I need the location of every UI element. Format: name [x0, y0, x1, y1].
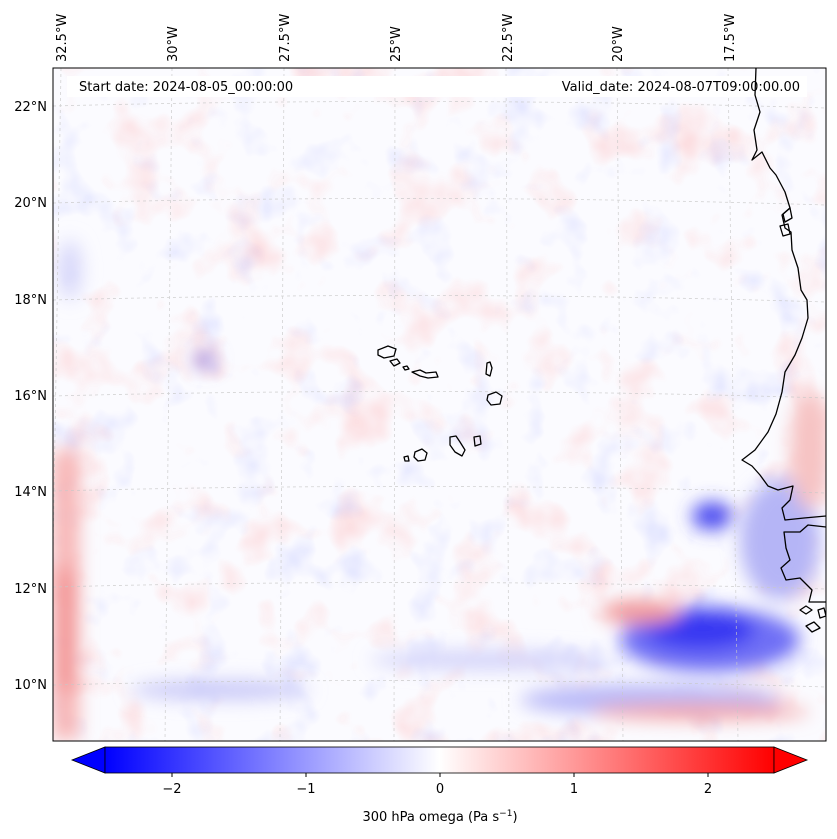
bijagos-islands-2 [805, 621, 821, 633]
cbar-tick-label-minus1: −1 [296, 782, 315, 797]
parallel-20n [53, 198, 826, 206]
lon-label-17-5w: 17.5°W [723, 14, 738, 62]
island-sal [485, 361, 493, 377]
parallel-14n [53, 486, 826, 494]
colorbar-title-prefix: 300 hPa omega (Pa s [362, 810, 499, 825]
island-santa-luzia [402, 365, 410, 371]
colorbar-extend-low [70, 746, 106, 774]
island-boa-vista [486, 391, 503, 406]
colorbar-gradient [104, 746, 775, 774]
colorbar-extend-high [773, 746, 809, 774]
meridian-17-5w [727, 68, 739, 741]
lat-label-22n: 22°N [14, 100, 47, 115]
island-sao-vicente [389, 358, 401, 367]
lat-label-14n: 14°N [14, 485, 47, 500]
island-santo-antao [377, 345, 397, 359]
omega-field [53, 68, 826, 741]
date-banner [67, 76, 807, 97]
island-maio [473, 435, 482, 447]
colorbar-title-suffix: ) [512, 810, 517, 825]
africa-coastline [741, 68, 826, 603]
lon-label-22-5w: 22.5°W [501, 14, 516, 62]
lon-label-32-5w: 32.5°W [55, 14, 70, 62]
colorbar: −2 −1 0 1 2 300 hPa omega (Pa s−1) [70, 746, 809, 825]
lat-label-16n: 16°N [14, 389, 47, 404]
parallel-18n [53, 295, 826, 303]
lon-label-25w: 25°W [389, 26, 404, 62]
meridian-20w [616, 68, 624, 741]
map-frame [52, 67, 827, 742]
lon-label-30w: 30°W [166, 26, 181, 62]
meridian-25w [393, 68, 396, 741]
longitude-labels: 32.5°W 30°W 27.5°W 25°W 22.5°W 20°W 17.5… [55, 14, 738, 62]
lon-label-20w: 20°W [611, 26, 626, 62]
island-fogo [413, 448, 428, 462]
island-santiago [449, 435, 466, 457]
cbar-tick-label-0: 0 [436, 782, 444, 797]
lon-label-27-5w: 27.5°W [278, 14, 293, 62]
island-sao-nicolau [411, 369, 439, 379]
island-brava [403, 455, 410, 462]
coast-islet-north-2 [779, 223, 791, 237]
latitude-labels: 22°N 20°N 18°N 16°N 14°N 12°N 10°N [14, 100, 47, 693]
parallel-12n [53, 582, 826, 590]
cbar-tick-label-minus2: −2 [162, 782, 181, 797]
meridian-27-5w [279, 68, 285, 741]
parallel-22n [53, 101, 826, 109]
lat-label-20n: 20°N [14, 196, 47, 211]
parallel-16n [53, 391, 826, 399]
meridian-22-5w [505, 68, 510, 741]
lat-label-10n: 10°N [14, 678, 47, 693]
coastlines [377, 68, 826, 633]
bijagos-islands-1 [799, 605, 813, 615]
coast-islet-north-1 [782, 207, 793, 223]
cbar-tick-label-1: 1 [570, 782, 578, 797]
colorbar-title-exponent: −1 [499, 809, 512, 819]
meridian-30w [164, 68, 173, 741]
start-date-label: Start date: 2024-08-05_00:00:00 [79, 80, 293, 95]
lat-label-18n: 18°N [14, 293, 47, 308]
colorbar-title: 300 hPa omega (Pa s−1) [362, 809, 517, 825]
bijagos-islands-3 [817, 607, 826, 619]
gridlines [53, 68, 826, 741]
meridian-32-5w [53, 68, 62, 582]
parallel-10n [53, 680, 826, 688]
cbar-tick-label-2: 2 [704, 782, 712, 797]
valid-date-label: Valid_date: 2024-08-07T09:00:00.00 [562, 80, 800, 95]
lat-label-12n: 12°N [14, 582, 47, 597]
